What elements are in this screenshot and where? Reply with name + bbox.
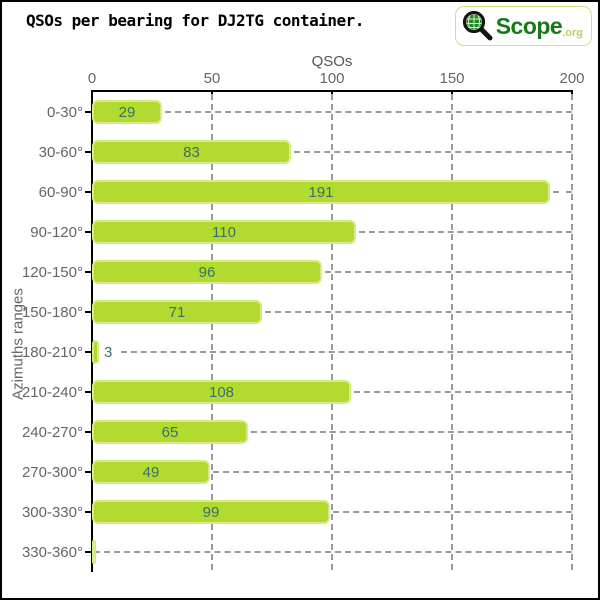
row-dashed-line — [354, 391, 572, 393]
category-label: 210-240° — [21, 383, 83, 401]
bar-value-label: 191 — [308, 183, 334, 201]
chart-row: 180-210° 3 — [22, 332, 572, 372]
category-label: 270-300° — [21, 463, 83, 481]
x-tick-label: 150 — [439, 70, 465, 87]
category-label: 90-120° — [30, 223, 83, 241]
chart-title: QSOs per bearing for DJ2TG container. — [26, 11, 364, 30]
chart-row: 120-150° 96 — [22, 252, 572, 292]
y-tick-mark — [85, 391, 92, 393]
y-tick-mark — [85, 271, 92, 273]
row-dashed-line — [325, 271, 572, 273]
plot-area: 0 50 100 150 200 0-30° 29 30-60° 83 60-90° 191 90-1… — [22, 70, 585, 572]
x-axis-line — [91, 90, 573, 92]
bar — [92, 220, 356, 244]
row-dashed-line — [94, 551, 572, 553]
y-tick-mark — [85, 111, 92, 113]
logo-text: Scope — [495, 12, 563, 39]
category-label: 240-270° — [21, 423, 83, 441]
bar — [92, 300, 262, 324]
category-label: 150-180° — [21, 303, 83, 321]
category-label: 180-210° — [21, 343, 83, 361]
row-dashed-line — [553, 191, 572, 193]
bar — [92, 100, 162, 124]
magnifier-globe-icon — [460, 8, 496, 44]
bar — [92, 460, 210, 484]
chart-row: 240-270° 65 — [22, 412, 572, 452]
bar-value-label: 96 — [198, 263, 216, 281]
row-dashed-line — [333, 511, 572, 513]
bar — [92, 260, 322, 284]
row-dashed-line — [165, 111, 572, 113]
x-tick-label: 0 — [87, 70, 97, 87]
x-tick-mark — [91, 92, 93, 97]
qscope-logo: Scope .org — [454, 6, 592, 46]
vertical-gridline — [211, 94, 213, 570]
bar — [92, 380, 351, 404]
bar-value-label: 71 — [168, 303, 186, 321]
category-label: 330-360° — [21, 543, 83, 561]
y-tick-mark — [85, 511, 92, 513]
bar-value-label: 65 — [161, 423, 179, 441]
bar-value-label: 29 — [118, 103, 136, 121]
y-tick-mark — [85, 311, 92, 313]
y-tick-mark — [85, 471, 92, 473]
row-dashed-line — [294, 151, 572, 153]
chart-row: 270-300° 49 — [22, 452, 572, 492]
bar — [92, 500, 330, 524]
bar-value-label: 110 — [212, 223, 236, 241]
bar-value-label: 99 — [202, 503, 220, 521]
x-tick-label: 50 — [203, 70, 221, 87]
chart-row: 330-360° — [22, 532, 572, 572]
bar-value-label: 49 — [142, 463, 160, 481]
row-dashed-line — [265, 311, 572, 313]
category-label: 300-330° — [21, 503, 83, 521]
y-tick-mark — [85, 191, 92, 193]
logo-suffix: .org — [562, 27, 583, 39]
bar-value-label: 108 — [208, 383, 235, 401]
row-dashed-line — [121, 351, 572, 353]
y-tick-mark — [85, 231, 92, 233]
y-tick-mark — [85, 431, 92, 433]
bar-value-label: 83 — [183, 143, 200, 161]
y-tick-mark — [85, 551, 92, 553]
y-axis-line — [91, 92, 93, 572]
bar-value-label: 3 — [104, 343, 113, 361]
row-dashed-line — [213, 471, 572, 473]
row-dashed-line — [359, 231, 572, 233]
vertical-gridline — [331, 94, 333, 570]
category-label: 60-90° — [38, 183, 83, 201]
bar — [92, 140, 291, 164]
x-axis-title: QSOs — [311, 53, 353, 70]
y-tick-mark — [85, 151, 92, 153]
chart-row: 90-120° 110 — [30, 212, 572, 252]
x-tick-label: 200 — [559, 70, 585, 87]
chart-row: 150-180° 71 — [22, 292, 572, 332]
vertical-gridline — [451, 94, 453, 570]
bar — [92, 420, 248, 444]
category-label: 0-30° — [46, 103, 83, 121]
x-tick-label: 100 — [319, 70, 345, 87]
bar — [92, 340, 99, 364]
chart-row: 300-330° 99 — [22, 492, 572, 532]
chart-row: 60-90° 191 — [39, 172, 572, 212]
vertical-gridline — [571, 94, 573, 570]
chart-row: 30-60° 83 — [39, 132, 572, 172]
chart-row: 210-240° 108 — [22, 372, 572, 412]
bar — [92, 540, 96, 564]
category-label: 120-150° — [21, 263, 83, 281]
category-label: 30-60° — [38, 143, 83, 161]
bar — [92, 180, 550, 204]
row-dashed-line — [251, 431, 572, 433]
chart-row: 0-30° 29 — [47, 92, 572, 132]
y-tick-mark — [85, 351, 92, 353]
